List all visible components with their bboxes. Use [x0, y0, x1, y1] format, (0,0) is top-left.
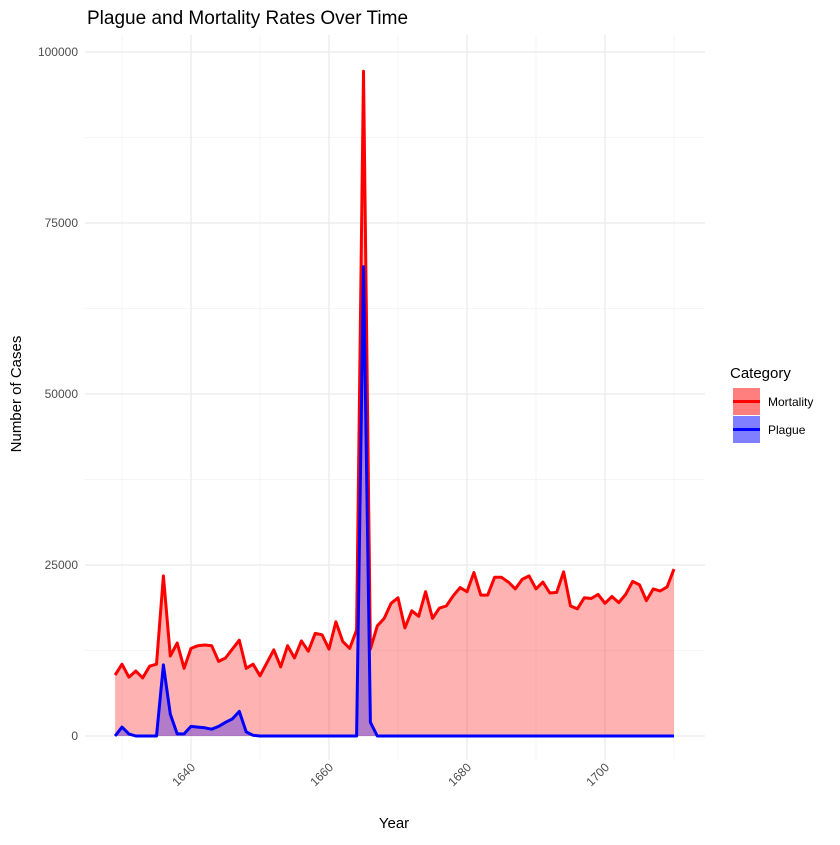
legend: Category Mortality Plague	[730, 365, 813, 443]
line-mortality	[113, 69, 676, 680]
y-tick-label: 75000	[45, 216, 79, 230]
area-mortality	[115, 71, 675, 736]
line-plague	[113, 265, 674, 738]
y-axis-label: Number of Cases	[8, 336, 25, 453]
y-tick-label: 25000	[45, 558, 79, 572]
x-tick-label: 1700	[583, 760, 612, 789]
x-axis-label: Year	[379, 815, 409, 832]
legend-label: Plague	[768, 423, 806, 437]
chart-title: Plague and Mortality Rates Over Time	[87, 8, 408, 29]
y-tick-label: 0	[71, 729, 78, 743]
x-tick-label: 1640	[169, 760, 198, 789]
x-tick-label: 1660	[307, 760, 336, 789]
y-tick-label: 100000	[38, 45, 78, 59]
x-tick-label: 1680	[445, 760, 474, 789]
legend-label: Mortality	[768, 395, 813, 409]
y-tick-label: 50000	[45, 387, 79, 401]
legend-title: Category	[730, 365, 791, 382]
